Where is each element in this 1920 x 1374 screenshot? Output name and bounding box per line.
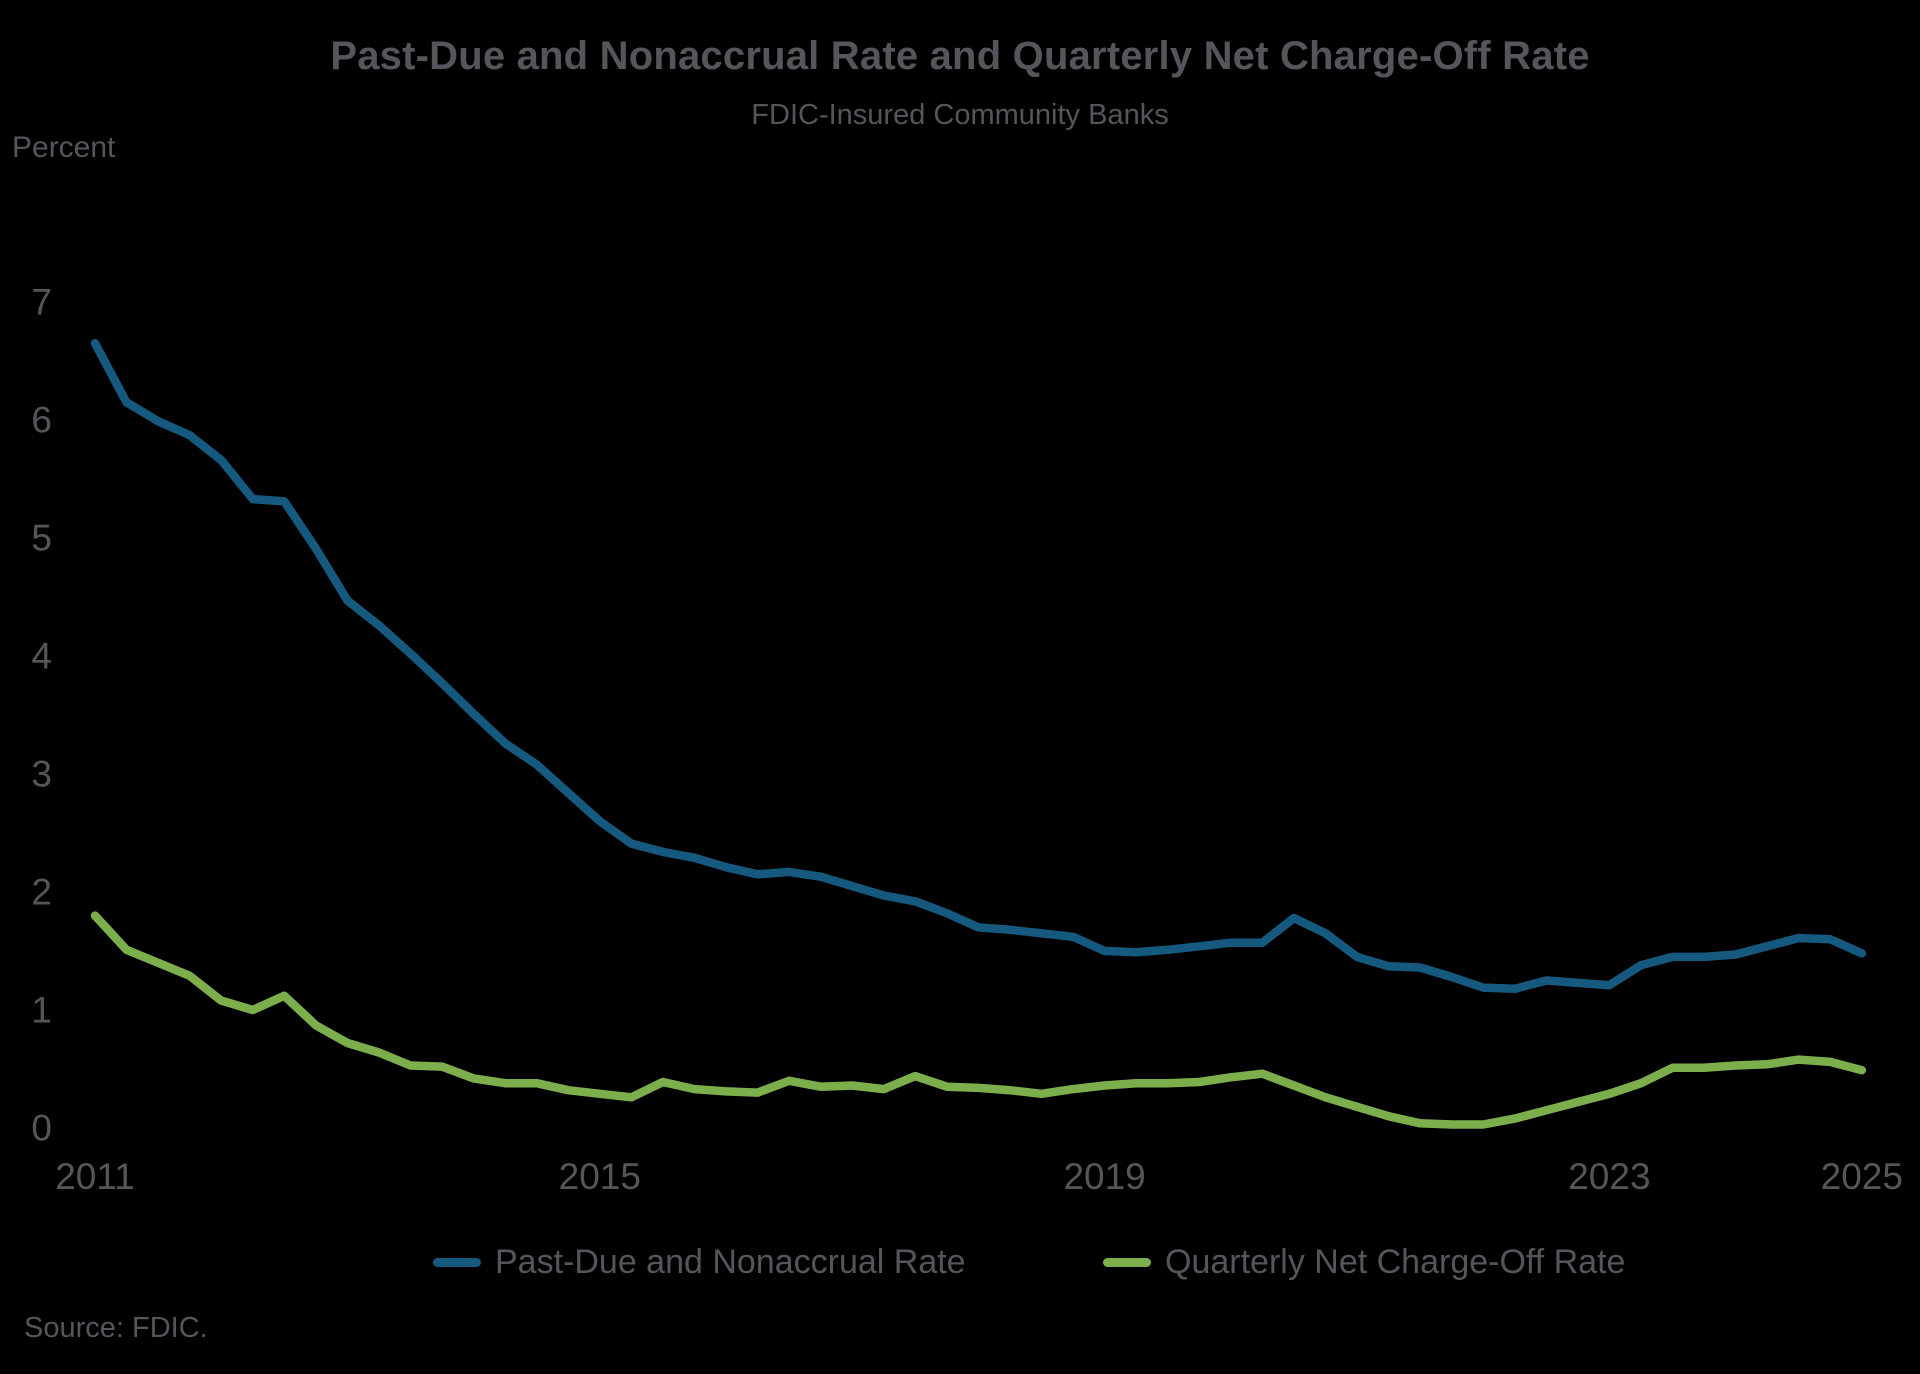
y-tick-label: 4 (31, 636, 52, 677)
y-tick-label: 2 (31, 872, 52, 913)
x-tick-label: 2023 (1568, 1156, 1650, 1197)
y-tick-label: 5 (31, 518, 52, 559)
y-tick-label: 0 (31, 1108, 52, 1149)
x-tick-label: 2019 (1063, 1156, 1145, 1197)
y-axis-unit-label: Percent (12, 131, 116, 164)
pdna-legend-swatch (433, 1257, 481, 1267)
legend-item-nco: Quarterly Net Charge-Off Rate (1103, 1240, 1625, 1284)
y-tick-label: 3 (31, 754, 52, 795)
nco-legend-swatch (1103, 1257, 1151, 1267)
legend-item-pdna: Past-Due and Nonaccrual Rate (433, 1240, 966, 1284)
chart-subtitle: FDIC-Insured Community Banks (751, 99, 1169, 131)
x-axis-tick-labels: 2011 2015 2019 2023 2025 (55, 1156, 1903, 1197)
chart-title: Past-Due and Nonaccrual Rate and Quarter… (330, 34, 1590, 78)
y-tick-label: 7 (31, 282, 52, 323)
pdna-line-series (90, 339, 1867, 994)
nco-legend-label: Quarterly Net Charge-Off Rate (1165, 1242, 1626, 1281)
x-tick-label: 2011 (55, 1156, 135, 1197)
y-tick-label: 1 (31, 990, 52, 1031)
x-tick-label: 2015 (559, 1156, 641, 1197)
x-tick-label: 2025 (1821, 1156, 1903, 1197)
y-axis-tick-labels: 0 1 2 3 4 5 6 7 (31, 282, 52, 1149)
series-lines (90, 339, 1867, 1129)
y-tick-label: 6 (31, 400, 52, 441)
source-note: Source: FDIC. (24, 1312, 208, 1344)
pdna-legend-label: Past-Due and Nonaccrual Rate (495, 1242, 966, 1281)
nco-line-series (90, 911, 1867, 1129)
